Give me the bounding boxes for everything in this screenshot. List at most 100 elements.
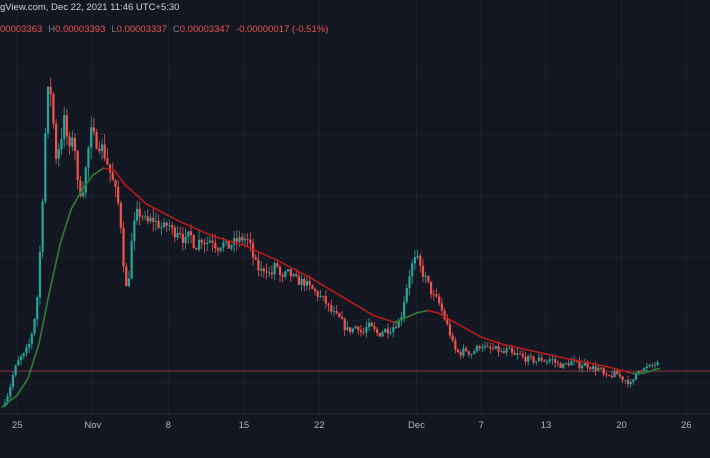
candle-body-165	[448, 324, 452, 336]
candle-body-226	[613, 371, 616, 378]
candle-body-133	[362, 332, 365, 333]
candle-body-108	[295, 274, 298, 277]
candle-body-26	[73, 137, 77, 151]
candle-body-74	[203, 242, 206, 245]
candle-body-138	[376, 329, 379, 333]
candle-body-225	[610, 375, 613, 378]
candle-body-97	[265, 271, 268, 273]
candle-body-193	[524, 356, 527, 362]
ohlc-close-value: 0.00003347	[179, 24, 230, 35]
ma-segment-32	[588, 361, 612, 369]
candle-body-111	[303, 278, 306, 286]
ohlc-high-value: 0.00003393	[55, 24, 106, 35]
ohlc-high-label: H	[48, 24, 56, 35]
candle-body-235	[637, 370, 640, 373]
candle-body-39	[108, 164, 112, 173]
candle-body-75	[206, 242, 209, 245]
candle-body-44	[122, 227, 125, 267]
candle-body-19	[55, 123, 58, 159]
candle-body-64	[176, 233, 179, 238]
candle-body-232	[629, 381, 632, 385]
candle-body-32	[90, 127, 93, 148]
candle-body-125	[340, 317, 344, 319]
ma-segment-22	[404, 312, 418, 319]
ma-segment-7	[70, 188, 83, 210]
candle-body-153	[416, 255, 419, 258]
candle-body-127	[346, 327, 349, 331]
candle-body-172	[467, 351, 470, 355]
candle-body-103	[281, 274, 284, 277]
candle-body-87	[238, 236, 241, 242]
candle-body-142	[386, 328, 390, 334]
x-tick-label-1: Nov	[84, 420, 101, 431]
candle-body-98	[268, 272, 271, 274]
candle-body-174	[473, 351, 476, 354]
candle-body-38	[106, 158, 109, 165]
candle-body-236	[640, 370, 643, 372]
candle-body-170	[462, 348, 465, 356]
candle-body-16	[46, 86, 50, 134]
moving-average-group	[1, 167, 661, 408]
candle-body-137	[373, 326, 376, 330]
candle-body-223	[605, 374, 608, 376]
candle-body-89	[243, 239, 247, 241]
candle-body-40	[111, 172, 114, 181]
candle-body-58	[160, 226, 163, 228]
candle-body-210	[570, 361, 573, 366]
candle-body-147	[400, 316, 403, 321]
candle-body-63	[173, 227, 176, 238]
candle-body-36	[100, 144, 104, 152]
candle-body-30	[84, 167, 87, 193]
candle-body-163	[443, 310, 446, 320]
candle-body-10	[30, 333, 33, 344]
candle-body-94	[257, 259, 260, 271]
candle-body-34	[95, 131, 98, 149]
candle-body-192	[521, 353, 524, 357]
candle-body-84	[230, 245, 233, 249]
candle-body-134	[365, 327, 368, 333]
candle-body-47	[130, 241, 133, 279]
candle-body-198	[537, 357, 541, 362]
candle-body-93	[254, 257, 257, 260]
ma-segment-21	[394, 316, 407, 324]
candle-body-186	[505, 348, 508, 353]
ma-segment-2	[16, 377, 29, 396]
candle-body-220	[597, 367, 600, 371]
candle-body-27	[76, 150, 79, 181]
ma-segment-3	[27, 343, 40, 379]
ma-segment-11	[113, 169, 126, 186]
candle-body-204	[554, 359, 557, 363]
ma-segment-27	[480, 336, 504, 346]
x-tick-label-7: 13	[541, 420, 552, 431]
ma-segment-35	[642, 367, 661, 375]
ohlc-legend: 00003363 H0.00003393 L0.00003337 C0.0000334…	[0, 24, 334, 35]
candle-body-114	[311, 284, 314, 289]
candle-body-151	[411, 263, 414, 277]
candle-body-100	[273, 263, 276, 275]
candle-body-146	[397, 320, 400, 328]
ohlc-close-label: C	[172, 24, 180, 35]
candle-body-175	[475, 346, 479, 352]
candle-body-229	[621, 376, 624, 381]
candle-body-113	[308, 280, 311, 285]
candle-body-189	[513, 352, 516, 355]
candle-body-168	[456, 349, 460, 353]
candle-body-191	[518, 353, 522, 355]
candle-body-183	[497, 346, 500, 352]
candle-body-59	[162, 222, 166, 227]
candle-body-9	[28, 343, 31, 348]
candle-body-213	[578, 361, 581, 369]
candle-body-65	[179, 233, 182, 235]
candle-body-17	[49, 86, 52, 94]
candle-body-167	[454, 340, 457, 350]
candle-body-238	[645, 366, 648, 369]
ma-segment-8	[81, 174, 94, 191]
candle-body-116	[316, 291, 319, 297]
ohlc-change-value: -0.00000017 (-0.51%)	[235, 24, 329, 35]
candle-body-200	[543, 360, 546, 362]
candle-body-155	[421, 265, 425, 277]
candle-body-180	[489, 346, 492, 349]
candle-body-219	[594, 366, 597, 371]
